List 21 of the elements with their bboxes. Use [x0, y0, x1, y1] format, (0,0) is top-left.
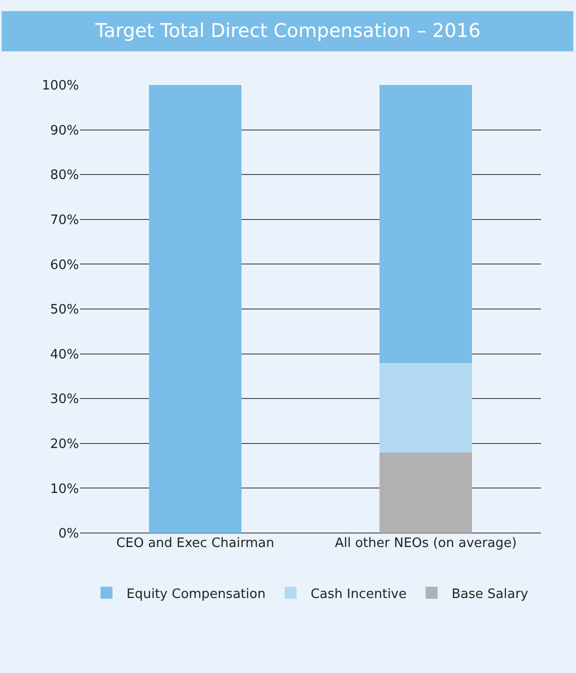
- y-tick-label: 0%: [58, 526, 79, 542]
- legend-label: Base Salary: [452, 586, 529, 602]
- x-tick-label: CEO and Exec Chairman: [116, 536, 274, 551]
- y-tick-label: 40%: [50, 347, 79, 362]
- y-tick-label: 60%: [50, 258, 79, 273]
- bar: [380, 85, 472, 363]
- bar: [149, 85, 242, 533]
- chart-title: Target Total Direct Compensation – 2016: [94, 20, 481, 42]
- legend-label: Cash Incentive: [310, 586, 407, 602]
- legend-label: Equity Compensation: [126, 586, 266, 602]
- y-tick-label: 20%: [50, 436, 79, 452]
- y-tick-label: 100%: [42, 78, 79, 94]
- y-tick-label: 30%: [50, 392, 79, 408]
- x-tick-label: All other NEOs (on average): [334, 536, 517, 551]
- y-tick-label: 70%: [50, 212, 79, 228]
- y-tick-label: 50%: [50, 302, 79, 318]
- y-tick-label: 80%: [50, 168, 79, 184]
- bar: [380, 452, 472, 533]
- bar: [380, 362, 472, 452]
- y-tick-label: 10%: [50, 482, 79, 497]
- y-tick-label: 90%: [50, 123, 79, 138]
